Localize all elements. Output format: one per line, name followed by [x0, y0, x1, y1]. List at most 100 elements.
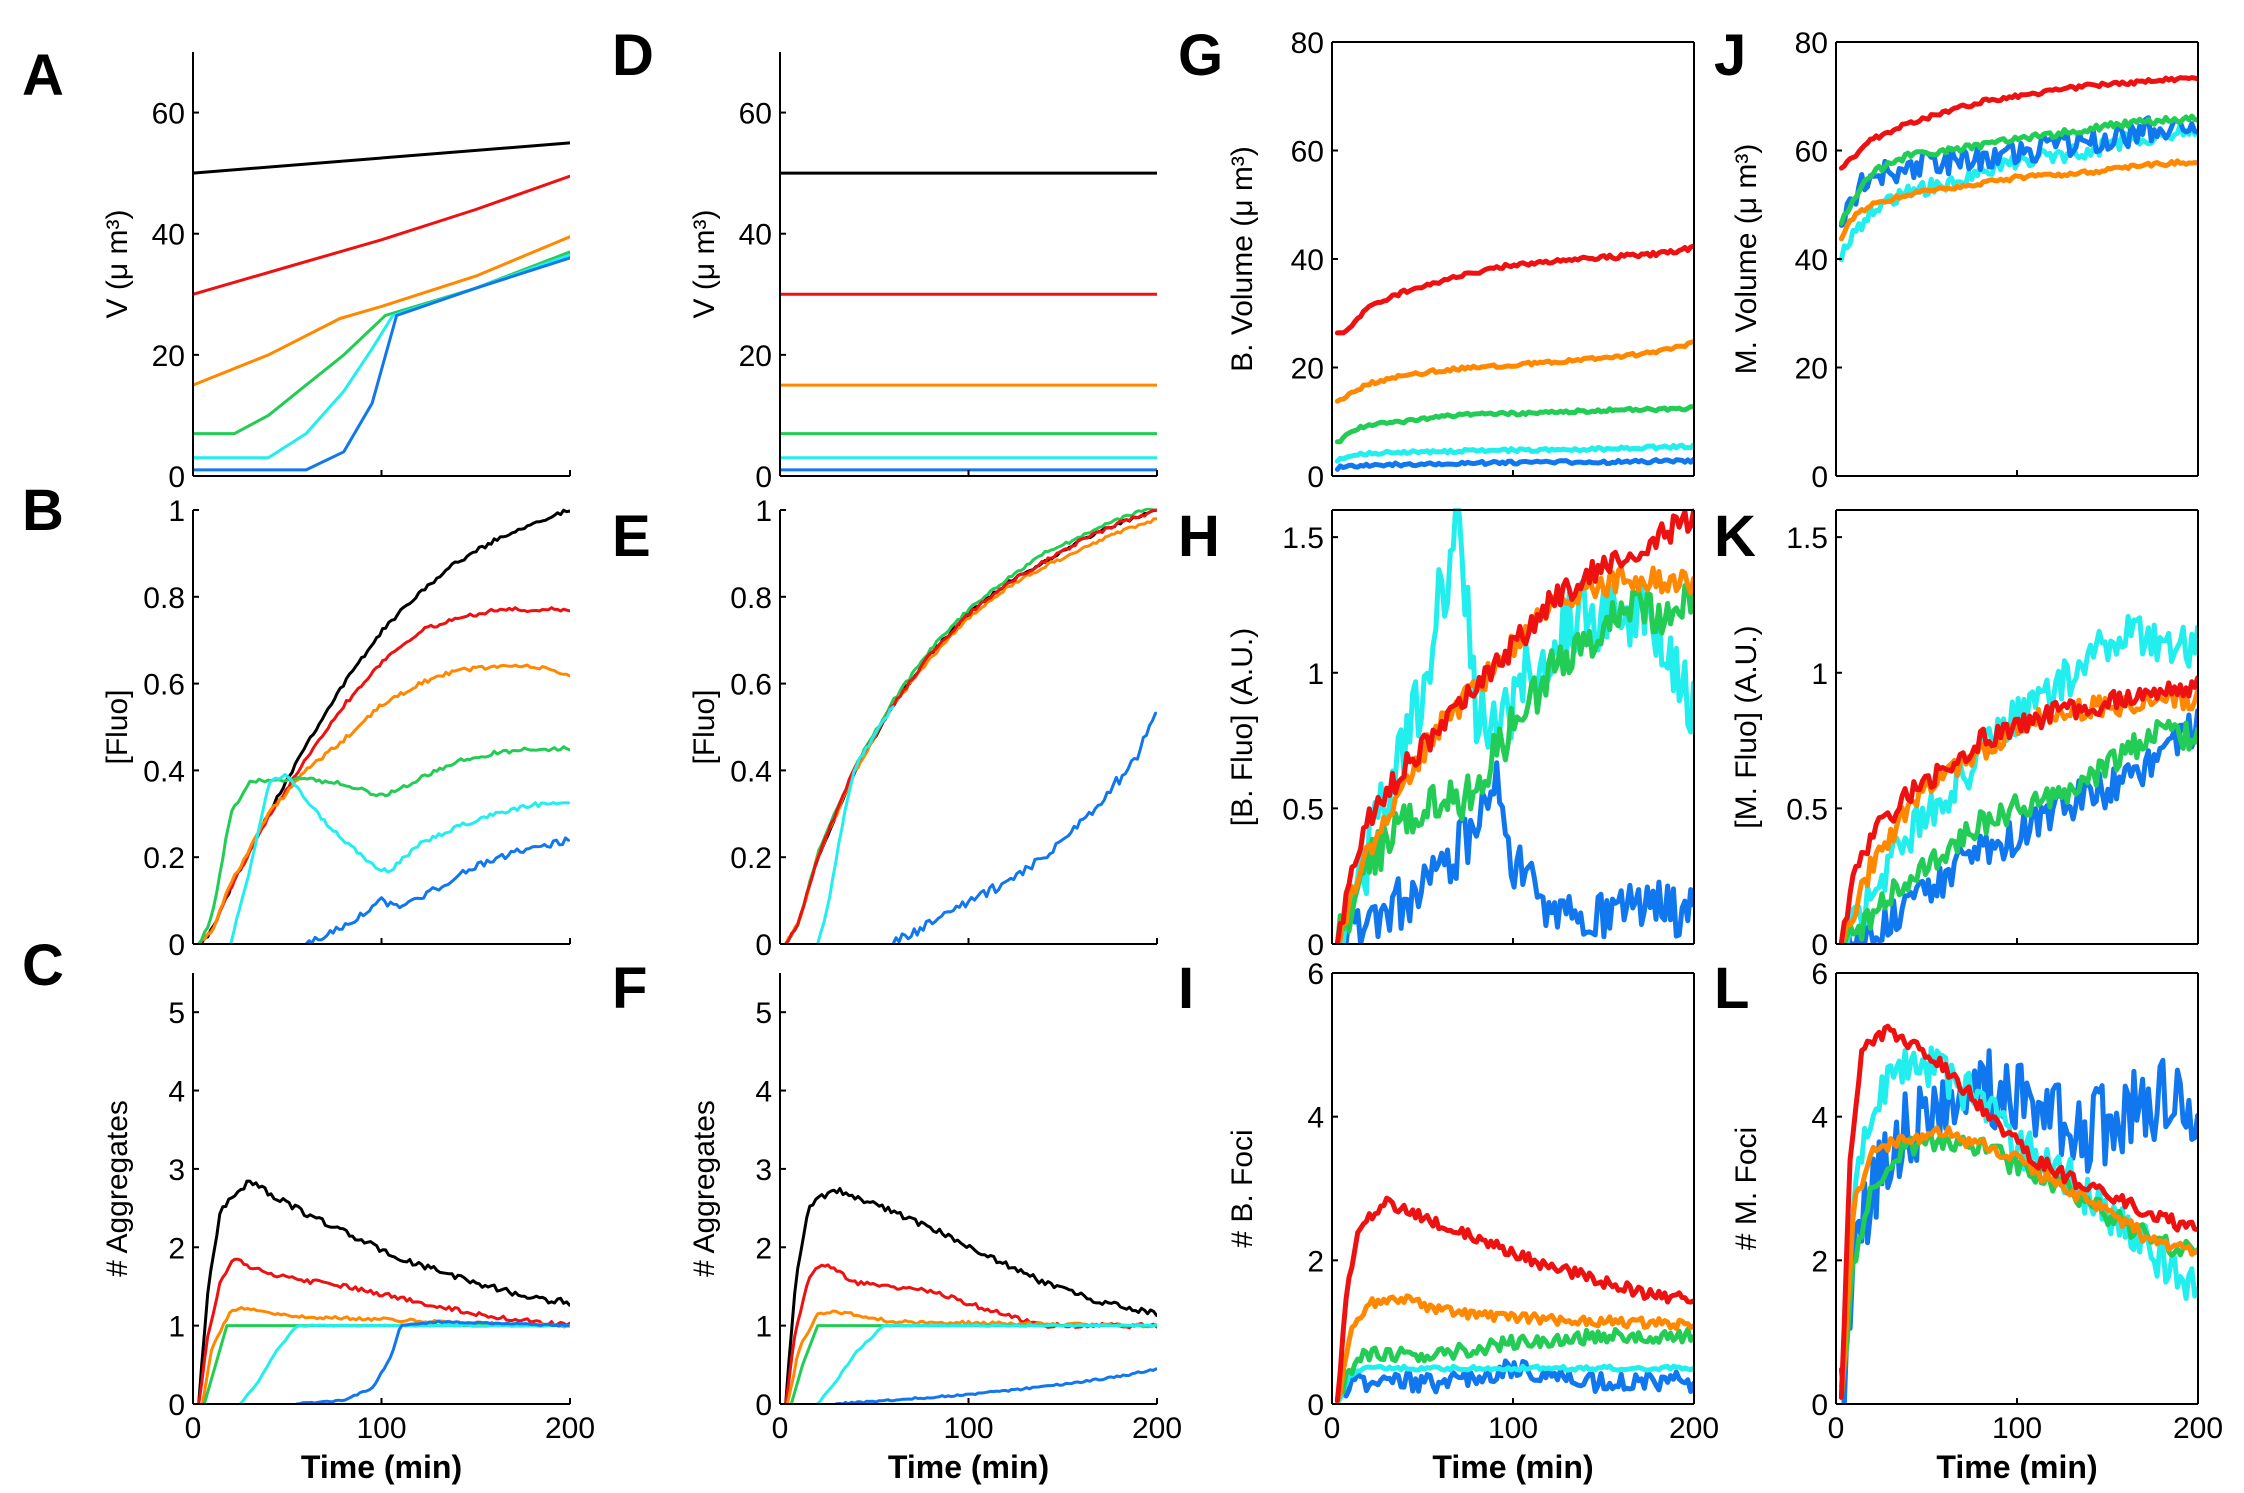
y-tick-label: 60 — [152, 98, 185, 131]
panel-letter: B — [22, 478, 64, 543]
series-orange-line — [1838, 158, 2198, 242]
series-blue-line — [295, 1319, 570, 1404]
y-tick-label: 0 — [1307, 461, 1324, 494]
series-black-line — [784, 1187, 1157, 1404]
x-tick-label: 0 — [772, 1412, 789, 1445]
panel-letter: I — [1178, 956, 1194, 1021]
y-tick-label: 2 — [168, 1232, 185, 1265]
x-tick-label: 200 — [545, 1412, 595, 1445]
y-tick-label: 80 — [1795, 27, 1828, 60]
y-axis-label: V (μ m³) — [101, 210, 134, 319]
series-cyan-line — [229, 773, 570, 944]
y-tick-label: 1.5 — [1282, 522, 1324, 555]
series-red-line — [197, 606, 570, 944]
y-tick-label: 60 — [1291, 136, 1324, 169]
panel-g: 0 20 40 60 80 B. Volume (μ m³) G — [1178, 23, 1695, 494]
series-blue-line — [304, 836, 570, 944]
series-green-line — [197, 745, 570, 944]
y-tick-label: 2 — [1811, 1245, 1828, 1278]
series-black-line — [197, 508, 570, 944]
panel-d: 0 20 40 60 V (μ m³) D — [612, 23, 1158, 494]
y-tick-label: 0.8 — [730, 582, 772, 615]
panel-c: 0 1 2 3 4 5 0 100 200 Time (min) # Aggregates C — [22, 933, 595, 1485]
y-tick-label: 4 — [1811, 1102, 1828, 1135]
series-green-line — [1838, 113, 2198, 226]
series-blue-line — [1838, 708, 2198, 944]
series-red-line — [1334, 243, 1694, 336]
x-tick-label: 0 — [1828, 1412, 1845, 1445]
y-tick-label: 20 — [739, 340, 772, 373]
panel-i: 0 2 4 6 0 100 200 Time (min) # B. Foci I — [1178, 956, 1719, 1485]
y-tick-label: 40 — [739, 219, 772, 252]
y-tick-label: 60 — [1795, 136, 1828, 169]
series-red-line — [1334, 1195, 1694, 1404]
y-tick-label: 80 — [1291, 27, 1324, 60]
y-tick-label: 4 — [755, 1076, 772, 1109]
panel-j: 0 20 40 60 80 M. Volume (μ m³) J — [1714, 23, 2199, 494]
panel-letter: L — [1714, 956, 1749, 1021]
series-blue-line — [835, 1367, 1157, 1404]
y-tick-label: 3 — [168, 1154, 185, 1187]
series-blue-line — [1838, 1048, 2198, 1404]
y-tick-label: 0 — [755, 929, 772, 962]
series-cyan-line — [238, 1323, 570, 1404]
panel-letter: H — [1178, 504, 1220, 569]
y-tick-label: 0 — [1811, 461, 1828, 494]
y-tick-label: 40 — [1291, 244, 1324, 277]
y-tick-label: 0.2 — [730, 842, 772, 875]
series-orange-line — [200, 1306, 569, 1404]
series-red-line — [1838, 675, 2198, 944]
series-cyan-line — [816, 705, 895, 944]
y-tick-label: 0.5 — [1786, 793, 1828, 826]
series-cyan-line — [1334, 1363, 1694, 1404]
y-tick-label: 20 — [1795, 353, 1828, 386]
panel-k: 0 0.5 1 1.5 [M. Fluo] (A.U.) K — [1714, 504, 2199, 962]
y-axis-label: V (μ m³) — [688, 210, 721, 319]
series-black-line — [193, 141, 570, 175]
series-green-line — [1334, 404, 1694, 445]
y-axis-label: [M. Fluo] (A.U.) — [1730, 625, 1763, 828]
series-orange-line — [1838, 1125, 2198, 1401]
y-tick-label: 5 — [755, 997, 772, 1030]
y-tick-label: 6 — [1811, 958, 1828, 991]
panel-a: 0 20 40 60 V (μ m³) A — [22, 43, 571, 494]
series-black-line — [784, 508, 1157, 944]
y-tick-label: 5 — [168, 997, 185, 1030]
y-tick-label: 0.2 — [143, 842, 185, 875]
y-tick-label: 60 — [739, 98, 772, 131]
series-cyan-line — [1334, 442, 1694, 464]
y-tick-label: 40 — [1795, 244, 1828, 277]
y-axis-label: B. Volume (μ m³) — [1226, 146, 1259, 372]
y-tick-label: 0.5 — [1282, 793, 1324, 826]
x-tick-label: 0 — [1324, 1412, 1341, 1445]
series-green-line — [1334, 1326, 1694, 1403]
series-blue-line — [1334, 456, 1694, 472]
series-orange-line — [1334, 339, 1694, 404]
y-axis-label: # Aggregates — [688, 1100, 721, 1277]
panel-letter: D — [612, 23, 654, 88]
y-axis-label: [Fluo] — [688, 689, 721, 764]
y-tick-label: 0.4 — [730, 755, 772, 788]
series-red-line — [1838, 75, 2198, 171]
series-orange-line — [784, 517, 1157, 944]
y-tick-label: 0 — [168, 929, 185, 962]
y-tick-label: 2 — [755, 1232, 772, 1265]
panel-h: 0 0.5 1 1.5 [B. Fluo] (A.U.) H — [1178, 504, 1695, 962]
y-tick-label: 1 — [755, 495, 772, 528]
y-axis-label: [B. Fluo] (A.U.) — [1226, 628, 1259, 826]
series-green-line — [1334, 580, 1694, 944]
series-cyan-line — [816, 1323, 1157, 1404]
x-axis-label: Time (min) — [1936, 1449, 2097, 1485]
panel-letter: G — [1178, 23, 1223, 88]
series-black-line — [197, 1179, 570, 1404]
y-tick-label: 3 — [755, 1154, 772, 1187]
y-tick-label: 0.6 — [730, 669, 772, 702]
series-cyan-line — [1838, 613, 2198, 944]
series-orange-line — [1334, 564, 1694, 944]
panel-letter: A — [22, 43, 64, 108]
series-blue-line — [1838, 115, 2198, 228]
y-axis-label: [Fluo] — [101, 689, 134, 764]
panel-letter: C — [22, 933, 64, 998]
x-axis-label: Time (min) — [1432, 1449, 1593, 1485]
